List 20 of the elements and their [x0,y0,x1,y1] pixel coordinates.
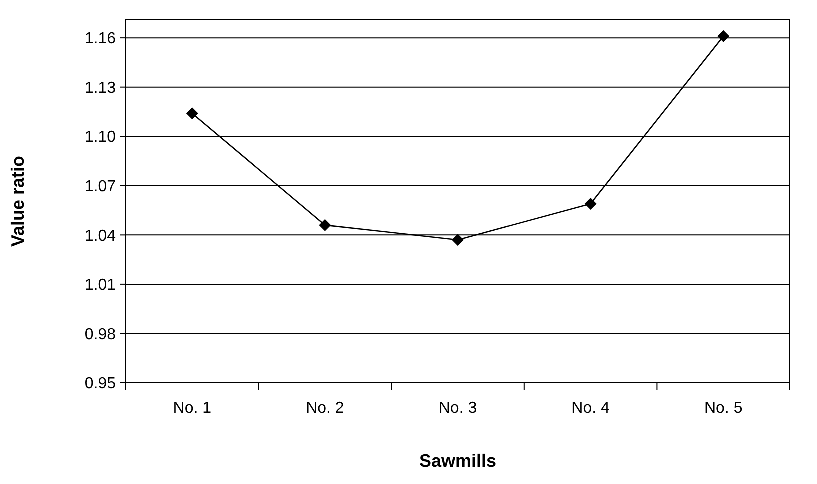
y-tick-label: 0.98 [84,326,116,344]
y-tick-label: 0.95 [84,376,116,393]
x-tick-label: No. 1 [173,400,212,417]
y-tick-label: 1.01 [84,277,116,294]
point [319,219,332,232]
y-tick-label: 1.04 [84,228,116,245]
point [584,198,597,210]
point [718,30,730,42]
x-tick-label: No. 2 [306,400,344,417]
x-tick-label: No. 5 [704,400,743,417]
point [452,234,464,246]
y-axis-title: Value ratio [8,156,28,248]
y-tick-label: 1.10 [84,129,116,146]
x-tick-label: No. 4 [572,400,610,417]
point [186,108,198,120]
x-axis-title: Sawmills [419,451,497,471]
x-tick-label: No. 3 [438,400,478,417]
y-tick-label: 1.16 [84,30,116,48]
y-tick-label: 1.07 [84,178,116,196]
y-tick-label: 1.13 [84,80,116,97]
